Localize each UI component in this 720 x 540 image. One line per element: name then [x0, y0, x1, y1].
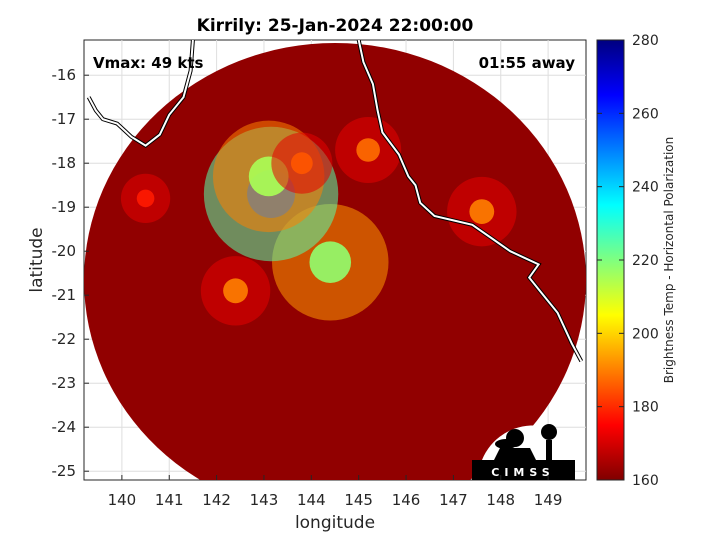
x-tick-label: 147 — [439, 491, 468, 509]
x-tick-label: 149 — [534, 491, 563, 509]
y-tick-label: -21 — [52, 286, 77, 304]
cimss-logo: CIMSS — [472, 424, 575, 480]
x-tick-label: 144 — [297, 491, 326, 509]
convection-core — [136, 189, 155, 208]
y-tick-label: -18 — [52, 154, 77, 172]
convection-core — [290, 152, 313, 175]
convection-core — [223, 278, 248, 304]
y-tick-label: -19 — [52, 198, 77, 216]
x-tick-label: 141 — [155, 491, 184, 509]
x-axis: 140 141 142 143 144 145 146 147 148 149 — [108, 475, 563, 509]
colorbar-tick-label: 220 — [632, 253, 659, 269]
x-tick-label: 140 — [108, 491, 137, 509]
x-tick-label: 143 — [250, 491, 279, 509]
coastline-west — [87, 40, 194, 147]
y-tick-label: -22 — [52, 330, 77, 348]
y-axis-label: latitude — [27, 227, 47, 292]
chart-title: Kirrily: 25-Jan-2024 22:00:00 — [197, 16, 474, 36]
convection-core — [356, 138, 380, 162]
cimss-logo-text: CIMSS — [491, 466, 554, 479]
y-tick-label: -20 — [52, 242, 77, 260]
swath-layer — [84, 43, 586, 480]
x-tick-label: 148 — [486, 491, 515, 509]
colorbar-tick-label: 180 — [632, 400, 659, 416]
colorbar-tick-label: 280 — [632, 33, 659, 49]
y-tick-label: -23 — [52, 374, 77, 392]
colorbar-tick-label: 240 — [632, 180, 659, 196]
y-tick-label: -16 — [52, 66, 77, 84]
y-tick-label: -25 — [52, 462, 77, 480]
coastline-layer — [86, 40, 584, 363]
x-tick-label: 146 — [392, 491, 421, 509]
y-axis: -16 -17 -18 -19 -20 -21 -22 -23 -24 -25 — [52, 66, 89, 480]
colorbar-tick-label: 200 — [632, 326, 659, 342]
x-tick-label: 145 — [344, 491, 373, 509]
colorbar-tick-label: 260 — [632, 106, 659, 122]
x-axis-label: longitude — [295, 513, 375, 533]
colorbar-label: Brightness Temp - Horizontal Polarizatio… — [662, 137, 676, 384]
y-tick-label: -17 — [52, 110, 77, 128]
colorbar-ticks: 280 260 240 220 200 180 160 — [597, 33, 659, 489]
convection-core — [469, 199, 495, 225]
colorbar-tick-label: 160 — [632, 473, 659, 489]
time-away-annotation: 01:55 away — [479, 54, 576, 72]
y-tick-label: -24 — [52, 418, 77, 436]
convection-core — [309, 241, 352, 283]
coastline-east — [357, 40, 583, 362]
vmax-annotation: Vmax: 49 kts — [93, 54, 203, 72]
x-tick-label: 142 — [202, 491, 231, 509]
